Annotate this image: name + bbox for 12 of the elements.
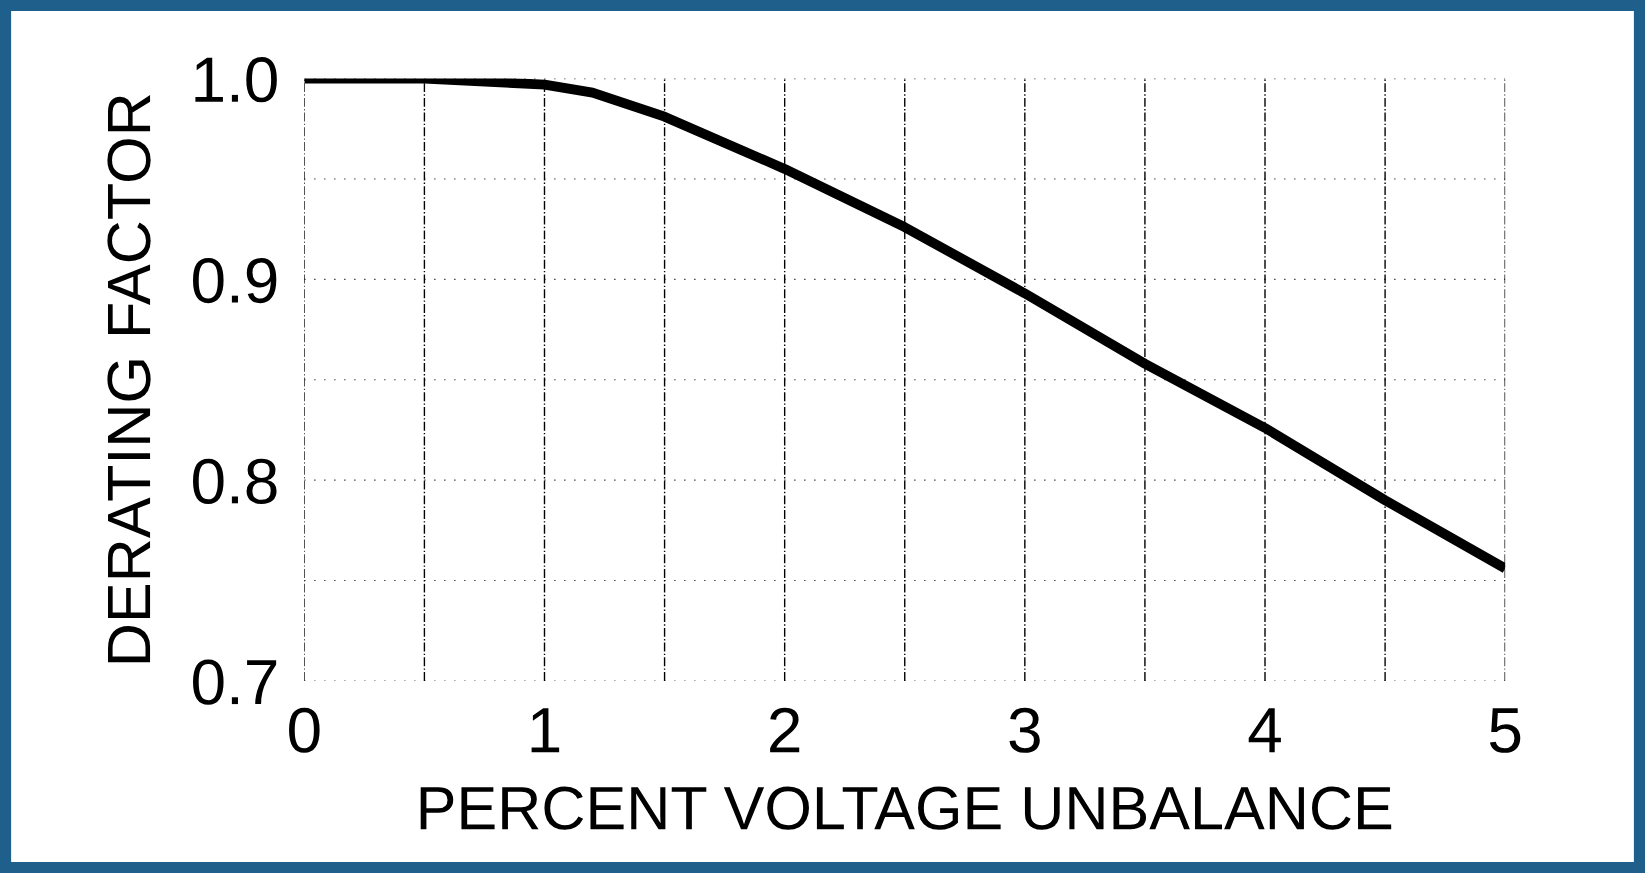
x-tick-label: 1 — [531, 708, 560, 753]
x-tick-label: 2 — [770, 707, 800, 753]
y-axis-title: DERATING FACTOR — [107, 95, 151, 663]
y-tick-label: 0.7 — [193, 659, 277, 705]
x-tick-label: 0 — [289, 707, 320, 753]
y-tick-label: 0.9 — [193, 257, 277, 304]
y-tick-label: 1.0 — [195, 57, 277, 103]
x-tick-label: 5 — [1489, 708, 1521, 753]
x-axis-title: PERCENT VOLTAGE UNBALANCE — [420, 786, 1392, 830]
x-tick-label: 3 — [1009, 707, 1040, 753]
x-tick-label: 4 — [1248, 708, 1281, 753]
y-tick-label: 0.8 — [193, 458, 277, 504]
